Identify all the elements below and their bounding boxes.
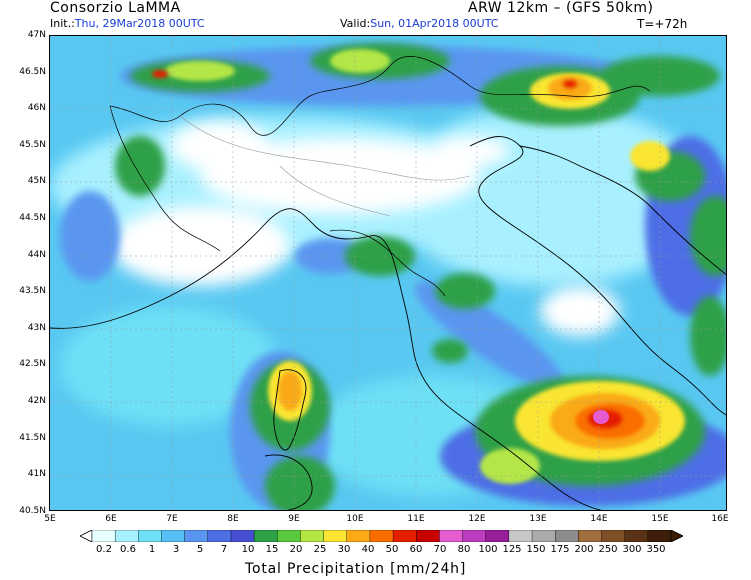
colorbar-label: 25 xyxy=(313,544,327,555)
lat-label: 46.5N xyxy=(19,67,46,77)
colorbar-cell xyxy=(531,530,556,542)
colorbar-label: 175 xyxy=(550,544,570,555)
colorbar-high-arrow-icon xyxy=(670,530,683,542)
colorbar-low-arrow-icon xyxy=(80,530,93,542)
valid-line: Valid:Sun, 01Apr2018 00UTC xyxy=(340,17,498,30)
colorbar-label: 10 xyxy=(241,544,255,555)
colorbar-cell xyxy=(138,530,162,542)
lon-label: 9E xyxy=(288,514,300,524)
colorbar-cell xyxy=(300,530,325,542)
colorbar-label: 0.2 xyxy=(96,544,112,555)
lon-label: 11E xyxy=(407,514,425,524)
colorbar-cell xyxy=(184,530,209,542)
lon-label: 16E xyxy=(711,514,729,524)
lat-label: 43.5N xyxy=(19,286,46,296)
lat-label: 44N xyxy=(27,250,46,260)
colorbar-label: 5 xyxy=(196,544,204,555)
colorbar-cell xyxy=(230,530,255,542)
lon-label: 10E xyxy=(346,514,364,524)
colorbar-label: 15 xyxy=(265,544,279,555)
colorbar xyxy=(80,530,683,542)
colorbar-cell xyxy=(462,530,487,542)
lon-label: 6E xyxy=(105,514,117,524)
lat-label: 46N xyxy=(27,103,46,113)
lon-label: 5E xyxy=(44,514,56,524)
colorbar-cell xyxy=(624,530,649,542)
colorbar-label: 7 xyxy=(220,544,228,555)
colorbar-cell xyxy=(392,530,417,542)
colorbar-label: 100 xyxy=(478,544,498,555)
precipitation-map xyxy=(49,35,727,511)
lon-label: 15E xyxy=(651,514,669,524)
colorbar-label: 350 xyxy=(646,544,666,555)
model-title: ARW 12km – (GFS 50km) xyxy=(468,0,654,16)
lat-label: 41.5N xyxy=(19,433,46,443)
colorbar-label: 3 xyxy=(172,544,180,555)
init-line: Init.:Thu, 29Mar2018 00UTC xyxy=(50,17,205,30)
colorbar-label: 20 xyxy=(289,544,303,555)
lat-label: 42.5N xyxy=(19,359,46,369)
colorbar-label: 125 xyxy=(502,544,522,555)
org-title: Consorzio LaMMA xyxy=(50,0,181,16)
colorbar-cell xyxy=(369,530,394,542)
colorbar-cell xyxy=(416,530,440,542)
colorbar-label: 150 xyxy=(526,544,546,555)
colorbar-cell xyxy=(161,530,186,542)
valid-value: Sun, 01Apr2018 00UTC xyxy=(370,17,499,30)
colorbar-cell xyxy=(253,530,278,542)
peak-precip-marker xyxy=(593,410,609,424)
graticule xyxy=(50,36,726,510)
colorbar-label: 200 xyxy=(574,544,594,555)
colorbar-cell xyxy=(555,530,579,542)
colorbar-label: 70 xyxy=(433,544,447,555)
colorbar-cell xyxy=(578,530,603,542)
colorbar-label: 250 xyxy=(598,544,618,555)
init-value: Thu, 29Mar2018 00UTC xyxy=(74,17,205,30)
lon-label: 8E xyxy=(227,514,239,524)
colorbar-caption: Total Precipitation [mm/24h] xyxy=(245,561,467,577)
rain-heavy-layer xyxy=(152,70,660,449)
region-border-layer xyxy=(179,115,471,217)
lat-label: 47N xyxy=(27,30,46,40)
colorbar-label: 30 xyxy=(337,544,351,555)
colorbar-cell xyxy=(323,530,348,542)
colorbar-cell xyxy=(485,530,510,542)
colorbar-cell xyxy=(277,530,301,542)
lead-time: T=+72h xyxy=(637,17,688,31)
lon-label: 12E xyxy=(468,514,486,524)
colorbar-label: 1 xyxy=(148,544,156,555)
lon-label: 13E xyxy=(529,514,547,524)
lon-label: 14E xyxy=(590,514,608,524)
colorbar-label: 60 xyxy=(409,544,423,555)
colorbar-label: 80 xyxy=(457,544,471,555)
colorbar-cell xyxy=(647,530,672,542)
coastline-layer xyxy=(50,136,726,510)
init-label: Init.: xyxy=(50,17,75,30)
border-layer xyxy=(109,56,651,297)
lat-label: 41N xyxy=(27,469,46,479)
lat-label: 45N xyxy=(27,176,46,186)
colorbar-cell xyxy=(91,530,116,542)
valid-label: Valid: xyxy=(340,17,371,30)
colorbar-label: 50 xyxy=(385,544,399,555)
lat-label: 42N xyxy=(27,396,46,406)
colorbar-label: 40 xyxy=(361,544,375,555)
lat-label: 43N xyxy=(27,323,46,333)
colorbar-cells xyxy=(91,530,672,542)
colorbar-cell xyxy=(508,530,533,542)
colorbar-cell xyxy=(207,530,232,542)
colorbar-cell xyxy=(601,530,626,542)
map-graphic xyxy=(50,36,726,510)
colorbar-cell xyxy=(346,530,371,542)
colorbar-label: 0.6 xyxy=(120,544,136,555)
dry-area-layer xyxy=(110,121,620,336)
colorbar-cell xyxy=(439,530,464,542)
lat-label: 44.5N xyxy=(19,213,46,223)
colorbar-cell xyxy=(114,530,139,542)
colorbar-label: 300 xyxy=(622,544,642,555)
lat-label: 40.5N xyxy=(19,506,46,516)
lat-label: 45.5N xyxy=(19,140,46,150)
lon-label: 7E xyxy=(166,514,178,524)
